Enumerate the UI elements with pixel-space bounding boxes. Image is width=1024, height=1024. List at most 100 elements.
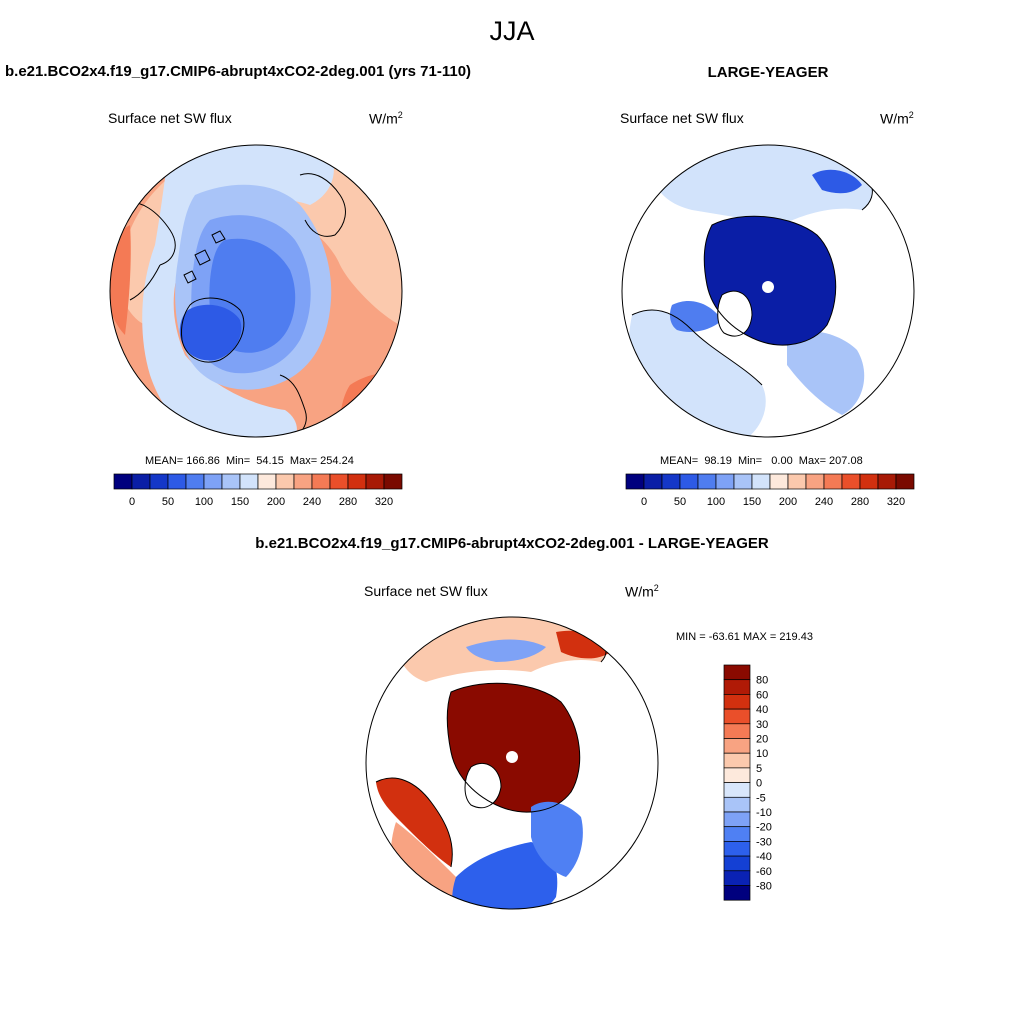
colorbar-tick-label: 0 xyxy=(129,496,135,508)
colorbar-tick-label: -5 xyxy=(756,792,766,804)
panel-model-stats: MEAN= 166.86 Min= 54.15 Max= 254.24 xyxy=(145,455,354,467)
colorbar-box xyxy=(723,708,751,725)
colorbar-box xyxy=(203,473,223,490)
colorbar-tick-label: 200 xyxy=(779,496,797,508)
panel-model-variable-label: Surface net SW flux xyxy=(108,110,232,126)
panel-model-map xyxy=(109,144,403,438)
colorbar-box xyxy=(723,723,751,739)
colorbar-tick-label: 60 xyxy=(756,689,768,701)
colorbar-tick-label: 100 xyxy=(707,496,725,508)
colorbar-tick-label: 80 xyxy=(756,675,768,687)
colorbar-box xyxy=(723,694,751,710)
colorbar-tick-label: 320 xyxy=(375,496,393,508)
colorbar-tick-label: 0 xyxy=(756,778,762,790)
colorbar-box xyxy=(723,767,751,783)
colorbar-box xyxy=(723,679,751,695)
colorbar-box xyxy=(723,826,751,842)
colorbar-box xyxy=(239,473,259,490)
panel-obs-variable-label: Surface net SW flux xyxy=(620,110,744,126)
colorbar-tick-label: 150 xyxy=(743,496,761,508)
colorbar-box xyxy=(877,473,897,490)
colorbar-box xyxy=(787,473,807,490)
colorbar-tick-label: 100 xyxy=(195,496,213,508)
panel-obs-colorbar: 0 50 100 150 200 240 280 320 xyxy=(625,473,915,508)
panel-diff-map xyxy=(365,616,659,910)
diff-band-neg10 xyxy=(466,639,546,662)
panel-obs-title: LARGE-YEAGER xyxy=(707,64,829,81)
colorbar-tick-label: 20 xyxy=(756,734,768,746)
colorbar-box xyxy=(823,473,843,490)
panel-model-units-label: W/m2 xyxy=(369,110,403,127)
panel-model-colorbar: 0 50 100 150 200 240 280 320 xyxy=(113,473,403,508)
flux-band-75-siberia xyxy=(812,169,862,194)
flux-band-150-pacific xyxy=(787,330,865,415)
diff-band-neg20 xyxy=(531,801,583,877)
flux-high-west xyxy=(110,225,131,335)
colorbar-box xyxy=(113,473,133,490)
colorbar-box xyxy=(715,473,735,490)
colorbar-box xyxy=(723,885,751,901)
colorbar-tick-label: 5 xyxy=(756,763,762,775)
colorbar-box xyxy=(383,473,403,490)
greenland-land xyxy=(717,291,752,336)
colorbar-box xyxy=(185,473,205,490)
colorbar-box xyxy=(723,855,751,872)
colorbar-box xyxy=(723,796,751,813)
diff-band-60-baffin xyxy=(376,778,453,867)
colorbar-box xyxy=(347,473,367,490)
colorbar-box xyxy=(679,473,699,490)
colorbar-box xyxy=(723,782,751,798)
colorbar-tick-label: 240 xyxy=(815,496,833,508)
colorbar-tick-label: -30 xyxy=(756,836,772,848)
colorbar-box xyxy=(723,811,751,828)
colorbar-box xyxy=(221,473,241,490)
colorbar-box xyxy=(149,473,169,490)
colorbar-tick-label: 320 xyxy=(887,496,905,508)
colorbar-tick-label: 40 xyxy=(756,704,768,716)
colorbar-tick-label: 200 xyxy=(267,496,285,508)
figure-title: JJA xyxy=(489,16,535,46)
panel-model-title: b.e21.BCO2x4.f19_g17.CMIP6-abrupt4xCO2-2… xyxy=(5,63,472,80)
colorbar-tick-label: 0 xyxy=(641,496,647,508)
colorbar-tick-label: -20 xyxy=(756,822,772,834)
colorbar-box xyxy=(697,473,717,490)
flux-band-175 xyxy=(652,145,873,225)
colorbar-box xyxy=(859,473,879,490)
colorbar-box xyxy=(841,473,861,490)
flux-band-100-baffin xyxy=(669,300,722,332)
panel-obs-stats: MEAN= 98.19 Min= 0.00 Max= 207.08 xyxy=(660,455,863,467)
colorbar-box xyxy=(275,473,295,490)
pole-hole xyxy=(506,751,518,763)
colorbar-box xyxy=(643,473,663,490)
colorbar-box xyxy=(733,473,753,490)
colorbar-box xyxy=(723,738,751,754)
colorbar-box xyxy=(723,752,751,769)
colorbar-tick-label: 10 xyxy=(756,748,768,760)
colorbar-tick-label: 240 xyxy=(303,496,321,508)
pole-hole xyxy=(762,281,774,293)
panel-diff-stats: MIN = -63.61 MAX = 219.43 xyxy=(676,631,813,643)
colorbar-box xyxy=(167,473,187,490)
colorbar-tick-label: 50 xyxy=(674,496,686,508)
colorbar-box xyxy=(311,473,331,490)
colorbar-box xyxy=(895,473,915,490)
colorbar-tick-label: -10 xyxy=(756,807,772,819)
greenland-land xyxy=(465,763,501,808)
colorbar-box xyxy=(661,473,681,490)
colorbar-box xyxy=(365,473,385,490)
diff-band-neg30 xyxy=(452,842,558,909)
colorbar-tick-label: 50 xyxy=(162,496,174,508)
colorbar-tick-label: 280 xyxy=(851,496,869,508)
colorbar-box xyxy=(723,841,751,857)
panel-diff-colorbar: 80 60 40 30 20 10 5 0 -5 -10 -20 -30 -40 -60 -80 xyxy=(723,664,772,901)
panel-diff-title: b.e21.BCO2x4.f19_g17.CMIP6-abrupt4xCO2-2… xyxy=(255,535,769,552)
colorbar-box xyxy=(769,473,789,490)
colorbar-tick-label: 150 xyxy=(231,496,249,508)
colorbar-tick-label: -80 xyxy=(756,881,772,893)
colorbar-box xyxy=(751,473,771,490)
colorbar-box xyxy=(723,870,751,886)
colorbar-tick-label: -40 xyxy=(756,851,772,863)
panel-obs-map xyxy=(621,144,915,438)
colorbar-box xyxy=(329,473,349,490)
colorbar-box xyxy=(257,473,277,490)
